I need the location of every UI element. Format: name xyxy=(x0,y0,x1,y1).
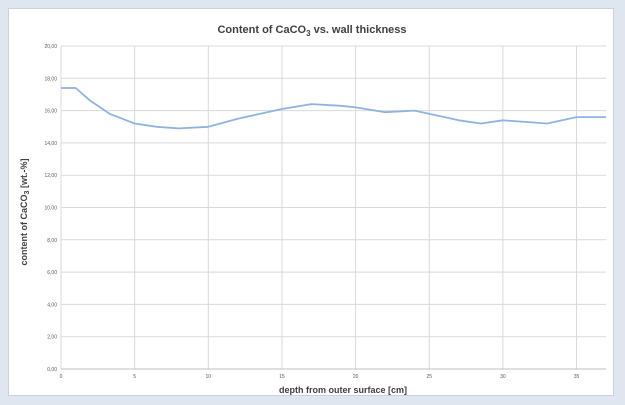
chart-title: Content of CaCO3 vs. wall thickness xyxy=(217,24,406,38)
y-tick-label: 20,00 xyxy=(44,44,57,50)
x-tick-label: 25 xyxy=(426,374,432,380)
x-tick-label: 20 xyxy=(353,374,359,380)
y-tick-label: 6,00 xyxy=(47,270,57,276)
x-axis-title: depth from outer surface [cm] xyxy=(279,385,407,395)
y-tick-label: 14,00 xyxy=(44,141,57,147)
series-layer xyxy=(61,87,606,130)
y-tick-label: 10,00 xyxy=(44,206,57,212)
tick-labels: 0,00 2,00 4,00 6,00 8,00 10,00 12,00 14,00 16,00… xyxy=(44,44,579,380)
y-tick-label: 4,00 xyxy=(47,302,57,308)
x-tick-label: 0 xyxy=(60,374,63,380)
y-tick-label: 16,00 xyxy=(44,109,57,115)
x-tick-label: 10 xyxy=(206,374,212,380)
y-axis-title: content of CaCO3 [wt.-%] xyxy=(19,159,31,266)
y-tick-label: 12,00 xyxy=(44,173,57,179)
y-tick-label: 0,00 xyxy=(47,367,57,373)
y-tick-label: 8,00 xyxy=(47,238,57,244)
y-tick-label: 2,00 xyxy=(47,335,57,341)
chart-card: Content of CaCO3 vs. wall thickness 0,00… xyxy=(8,8,614,396)
x-tick-label: 30 xyxy=(500,374,506,380)
gridlines xyxy=(60,45,606,370)
series-line xyxy=(61,87,606,130)
y-tick-label: 18,00 xyxy=(44,76,57,82)
x-tick-label: 15 xyxy=(279,374,285,380)
x-tick-label: 35 xyxy=(574,374,580,380)
x-tick-label: 5 xyxy=(133,374,136,380)
line-chart: Content of CaCO3 vs. wall thickness 0,00… xyxy=(19,24,606,395)
